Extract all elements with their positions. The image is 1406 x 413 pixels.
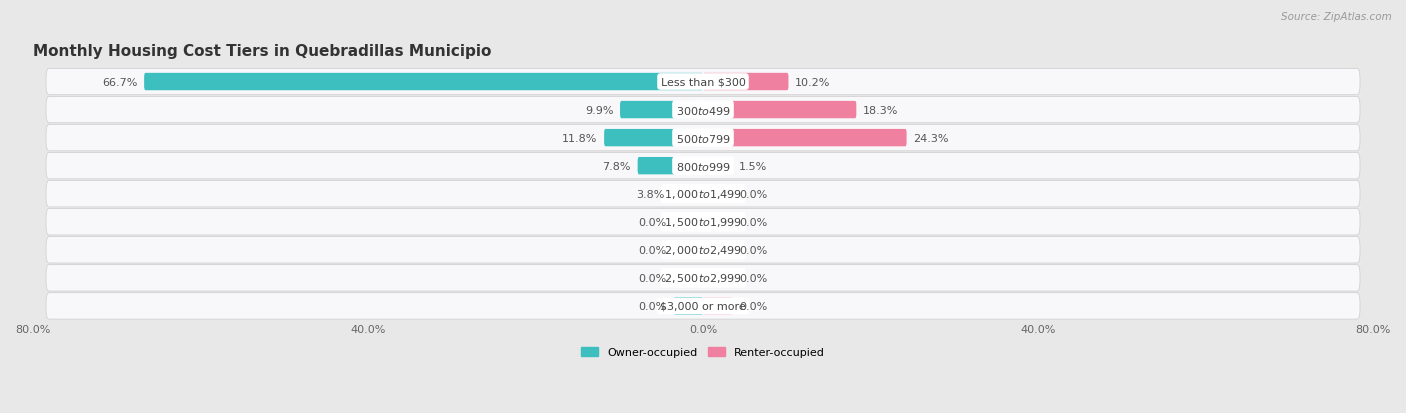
FancyBboxPatch shape [703, 214, 733, 231]
FancyBboxPatch shape [46, 209, 1360, 235]
Text: 1.5%: 1.5% [740, 161, 768, 171]
FancyBboxPatch shape [703, 297, 733, 315]
Text: $3,000 or more: $3,000 or more [661, 301, 745, 311]
Text: 0.0%: 0.0% [638, 245, 666, 255]
FancyBboxPatch shape [703, 242, 733, 259]
FancyBboxPatch shape [605, 130, 703, 147]
Text: 0.0%: 0.0% [638, 217, 666, 227]
FancyBboxPatch shape [46, 97, 1360, 123]
Text: $1,000 to $1,499: $1,000 to $1,499 [664, 188, 742, 201]
FancyBboxPatch shape [673, 214, 703, 231]
Text: 11.8%: 11.8% [562, 133, 598, 143]
Text: 0.0%: 0.0% [740, 217, 768, 227]
Text: Source: ZipAtlas.com: Source: ZipAtlas.com [1281, 12, 1392, 22]
Text: 10.2%: 10.2% [796, 77, 831, 87]
Text: 24.3%: 24.3% [914, 133, 949, 143]
FancyBboxPatch shape [46, 293, 1360, 319]
FancyBboxPatch shape [46, 125, 1360, 152]
Text: $2,500 to $2,999: $2,500 to $2,999 [664, 272, 742, 285]
Text: $300 to $499: $300 to $499 [675, 104, 731, 116]
Text: 0.0%: 0.0% [740, 189, 768, 199]
Text: Less than $300: Less than $300 [661, 77, 745, 87]
FancyBboxPatch shape [46, 237, 1360, 263]
Text: $2,000 to $2,499: $2,000 to $2,499 [664, 244, 742, 257]
Text: 9.9%: 9.9% [585, 105, 613, 115]
Text: Monthly Housing Cost Tiers in Quebradillas Municipio: Monthly Housing Cost Tiers in Quebradill… [32, 44, 491, 59]
Text: $1,500 to $1,999: $1,500 to $1,999 [664, 216, 742, 229]
FancyBboxPatch shape [703, 158, 733, 175]
FancyBboxPatch shape [638, 158, 703, 175]
Text: 18.3%: 18.3% [863, 105, 898, 115]
Text: 0.0%: 0.0% [740, 245, 768, 255]
Text: 0.0%: 0.0% [740, 301, 768, 311]
FancyBboxPatch shape [46, 153, 1360, 179]
Text: 0.0%: 0.0% [638, 301, 666, 311]
Text: 3.8%: 3.8% [636, 189, 665, 199]
FancyBboxPatch shape [673, 242, 703, 259]
FancyBboxPatch shape [703, 185, 733, 203]
FancyBboxPatch shape [671, 185, 703, 203]
FancyBboxPatch shape [673, 297, 703, 315]
Text: 7.8%: 7.8% [602, 161, 631, 171]
Text: 0.0%: 0.0% [740, 273, 768, 283]
FancyBboxPatch shape [620, 102, 703, 119]
Text: 0.0%: 0.0% [638, 273, 666, 283]
FancyBboxPatch shape [46, 265, 1360, 291]
Text: $800 to $999: $800 to $999 [675, 160, 731, 172]
Text: 66.7%: 66.7% [103, 77, 138, 87]
FancyBboxPatch shape [145, 74, 703, 91]
FancyBboxPatch shape [673, 270, 703, 287]
FancyBboxPatch shape [46, 69, 1360, 95]
FancyBboxPatch shape [46, 181, 1360, 207]
Legend: Owner-occupied, Renter-occupied: Owner-occupied, Renter-occupied [576, 342, 830, 362]
FancyBboxPatch shape [703, 74, 789, 91]
FancyBboxPatch shape [703, 270, 733, 287]
Text: $500 to $799: $500 to $799 [675, 132, 731, 144]
FancyBboxPatch shape [703, 130, 907, 147]
FancyBboxPatch shape [703, 102, 856, 119]
